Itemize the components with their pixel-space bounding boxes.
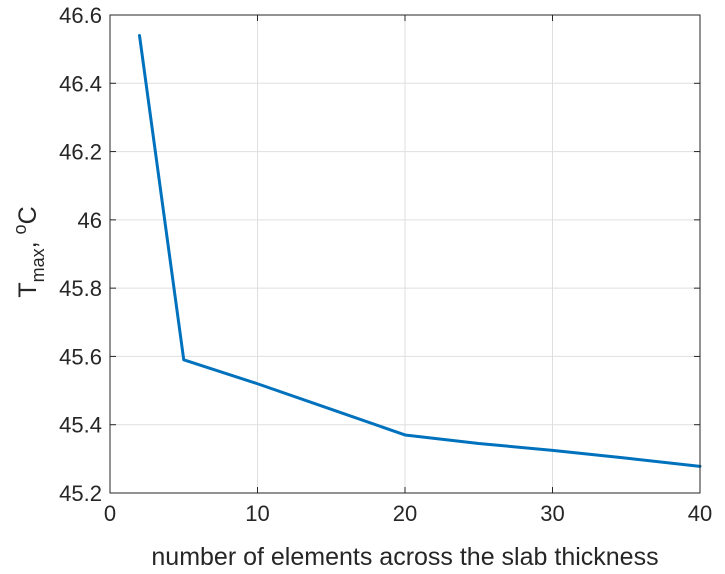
y-axis-label-superscript: o bbox=[10, 224, 30, 234]
x-tick-label: 30 bbox=[540, 501, 564, 526]
y-axis-label: Tmax, oC bbox=[10, 206, 48, 297]
x-tick-label: 20 bbox=[393, 501, 417, 526]
grid-lines bbox=[109, 14, 701, 494]
y-axis-label-unit: C bbox=[14, 206, 42, 224]
y-axis-ticks: 45.2 45.4 45.6 45.8 46 46.2 46.4 46.6 bbox=[59, 3, 700, 506]
y-tick-label: 46 bbox=[78, 208, 102, 233]
y-axis-label-separator: , bbox=[14, 234, 42, 248]
plot-area bbox=[138, 33, 702, 468]
x-axis-label: number of elements across the slab thick… bbox=[151, 543, 658, 571]
y-tick-label: 45.4 bbox=[59, 413, 102, 438]
y-tick-label: 46.2 bbox=[59, 140, 102, 165]
y-tick-label: 45.8 bbox=[59, 276, 102, 301]
y-tick-label: 46.6 bbox=[59, 3, 102, 28]
y-tick-label: 45.6 bbox=[59, 344, 102, 369]
x-axis-ticks: 0 10 20 30 40 bbox=[104, 15, 712, 526]
series-line bbox=[138, 33, 702, 468]
y-tick-label: 45.2 bbox=[59, 481, 102, 506]
x-tick-label: 40 bbox=[688, 501, 712, 526]
y-axis-label-subscript: max bbox=[28, 248, 48, 282]
y-axis-label-main: T bbox=[14, 282, 42, 297]
x-tick-label: 10 bbox=[245, 501, 269, 526]
x-tick-label: 0 bbox=[104, 501, 116, 526]
y-tick-label: 46.4 bbox=[59, 71, 102, 96]
